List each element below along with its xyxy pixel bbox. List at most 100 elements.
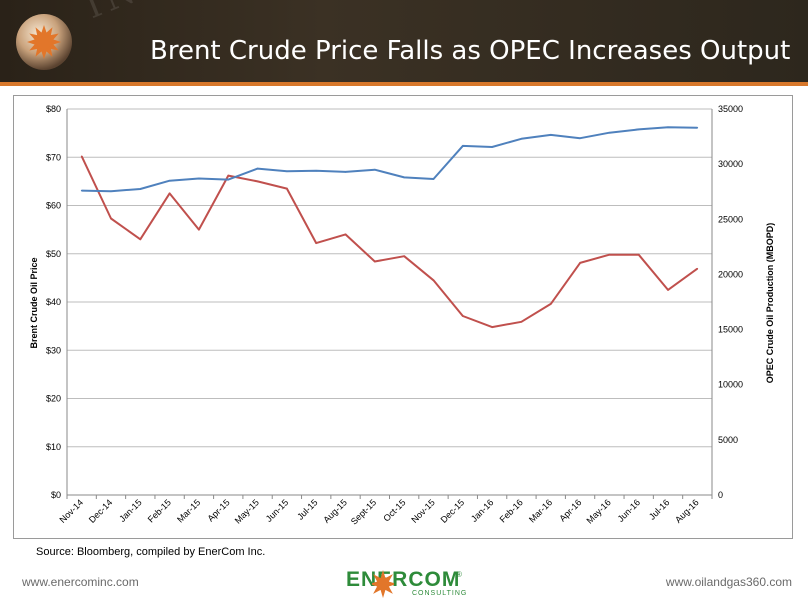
opec-production-point: [637, 128, 640, 131]
y-axis-label: Brent Crude Oil Price: [29, 257, 39, 348]
brent-price-point: [520, 321, 523, 323]
x-tick-label: Dec-15: [439, 497, 467, 525]
opec-production-point: [315, 170, 318, 172]
brent-price-point: [139, 238, 142, 241]
x-tick-label: Jul-15: [295, 497, 319, 521]
y-tick-label: $60: [46, 201, 61, 211]
x-tick-label: Oct-15: [381, 497, 407, 523]
y2-tick-label: 30000: [718, 159, 743, 169]
y-tick-label: $10: [46, 442, 61, 452]
y-tick-label: $40: [46, 297, 61, 307]
opec-production-point: [432, 178, 435, 180]
y-tick-label: $30: [46, 345, 61, 355]
x-tick-label: Sept-15: [349, 497, 378, 526]
slide-header: INDUSTRY Brent Crude Price Falls as: [0, 0, 808, 84]
opec-production-point: [80, 189, 83, 192]
x-tick-label: Jan-16: [469, 497, 496, 524]
brent-price-point: [344, 233, 347, 236]
y-tick-label: $70: [46, 152, 61, 162]
opec-production-point: [256, 167, 259, 170]
opec-production-point: [344, 171, 347, 173]
brent-price-series-line: [80, 155, 698, 329]
header-watermark: INDUSTRY: [80, 0, 318, 27]
brent-price-point: [491, 326, 493, 328]
brent-price-point: [110, 217, 112, 220]
sunburst-logo-icon: [372, 570, 394, 598]
y-tick-label: $20: [46, 394, 61, 404]
opec-production-point: [491, 146, 493, 148]
brent-price-point: [637, 253, 640, 256]
x-tick-label: Mar-15: [175, 497, 202, 524]
opec-production-point: [462, 145, 464, 147]
brent-price-point: [256, 180, 259, 183]
x-tick-label: Jul-16: [647, 497, 671, 521]
x-tick-label: Aug-15: [321, 497, 349, 525]
brent-price-point: [168, 192, 171, 195]
brent-price-point: [462, 315, 464, 317]
source-note: Source: Bloomberg, compiled by EnerCom I…: [36, 546, 266, 558]
brent-price-point: [80, 155, 83, 158]
x-tick-label: Feb-15: [146, 497, 173, 524]
axis-layer: $0 $10 $20 $30 $40 $50 $60 $70 $80 0 5000 10000 1500…: [46, 104, 743, 527]
brand-registered-mark: ®: [456, 570, 462, 579]
y2-axis-label: OPEC Crude Oil Production (MBOPD): [765, 223, 775, 384]
grid-layer: [67, 108, 712, 496]
brent-price-point: [579, 262, 581, 264]
x-tick-label: Apr-15: [205, 497, 231, 523]
brand-logo-text: ENERCOM: [346, 568, 461, 591]
dual-axis-line-chart: $0 $10 $20 $30 $40 $50 $60 $70 $80 0 5000 10000 1500…: [29, 104, 775, 527]
opec-production-point: [286, 170, 288, 173]
x-tick-label: Apr-16: [557, 497, 583, 523]
x-tick-label: May-15: [233, 497, 261, 525]
brent-price-point: [227, 174, 230, 177]
x-tick-label: Nov-14: [57, 497, 85, 525]
opec-production-series-line: [81, 126, 698, 193]
brent-price-point: [198, 228, 200, 231]
opec-production-point: [168, 179, 171, 182]
y2-tick-label: 0: [718, 490, 723, 500]
x-tick-label: Feb-16: [498, 497, 525, 524]
brent-price-point: [696, 267, 699, 270]
opec-production-point: [403, 176, 406, 179]
x-tick-label: Jun-15: [264, 497, 291, 524]
brent-price-point: [315, 242, 318, 244]
opec-production-point: [550, 134, 552, 136]
chart-frame: $0 $10 $20 $30 $40 $50 $60 $70 $80 0 5000 10000 1500…: [13, 95, 793, 539]
brent-price-point: [608, 253, 611, 256]
globe-logo-icon: [16, 14, 72, 70]
opec-production-point: [110, 190, 112, 192]
y2-tick-label: 35000: [718, 104, 743, 114]
footer-website-left[interactable]: www.enercominc.com: [22, 575, 139, 589]
y-tick-label: $50: [46, 249, 61, 259]
y2-tick-label: 5000: [718, 435, 738, 445]
brent-price-point: [667, 289, 669, 291]
x-tick-label: Nov-15: [409, 497, 437, 525]
opec-production-point: [696, 126, 699, 129]
x-tick-label: Aug-16: [673, 497, 701, 525]
opec-production-point: [374, 168, 376, 171]
opec-production-point: [198, 177, 200, 180]
slide-title: Brent Crude Price Falls as OPEC Increase…: [150, 36, 791, 66]
footer-website-right[interactable]: www.oilandgas360.com: [665, 575, 792, 589]
opec-production-point: [608, 131, 611, 134]
brent-price-point: [374, 260, 376, 263]
brent-price-point: [550, 303, 552, 305]
x-tick-label: Mar-16: [527, 497, 554, 524]
x-tick-label: Dec-14: [87, 497, 115, 525]
x-tick-label: Jan-15: [117, 497, 144, 524]
y-tick-label: $0: [51, 490, 61, 500]
opec-production-point: [227, 178, 230, 181]
y2-tick-label: 10000: [718, 380, 743, 390]
series-layer: [80, 126, 699, 329]
x-tick-label: May-16: [585, 497, 613, 525]
opec-production-point: [579, 137, 581, 139]
brand-logo-subtitle: CONSULTING: [412, 590, 468, 597]
y2-tick-label: 15000: [718, 325, 743, 335]
brent-price-point: [286, 187, 288, 190]
opec-production-point: [667, 126, 669, 128]
opec-production-point: [139, 188, 142, 190]
header-accent-band: [0, 82, 808, 86]
brent-price-point: [403, 255, 406, 257]
brent-price-point: [432, 279, 435, 282]
y-tick-label: $80: [46, 104, 61, 114]
